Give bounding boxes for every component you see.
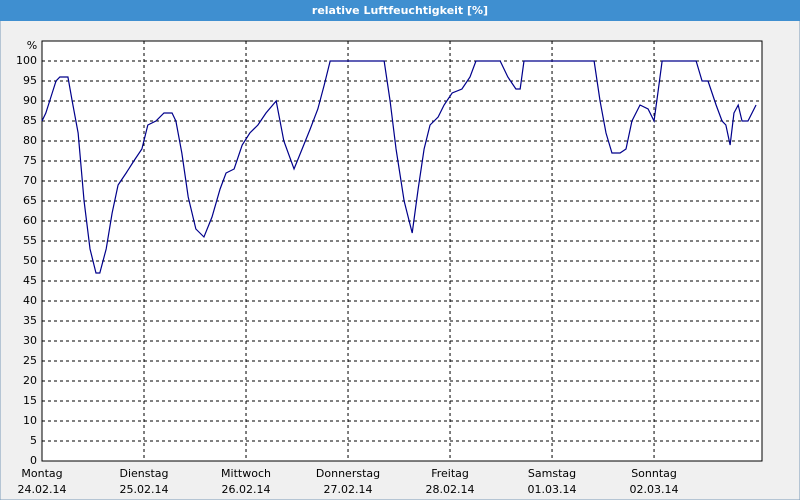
y-tick-label: 30 (23, 334, 37, 347)
x-tick-date: 01.03.14 (528, 483, 577, 496)
y-axis-label: % (27, 39, 37, 52)
x-tick-date: 27.02.14 (324, 483, 373, 496)
y-tick-label: 85 (23, 114, 37, 127)
y-tick-label: 80 (23, 134, 37, 147)
y-tick-label: 20 (23, 374, 37, 387)
x-tick-label: Samstag (528, 467, 576, 480)
y-tick-label: 40 (23, 294, 37, 307)
title-bar (0, 0, 800, 21)
data-line (41, 60, 757, 274)
x-tick-date: 02.03.14 (630, 483, 679, 496)
y-tick-label: 10 (23, 414, 37, 427)
chart-title: relative Luftfeuchtigkeit [%] (312, 4, 488, 17)
x-tick-label: Donnerstag (316, 467, 380, 480)
y-tick-label: 0 (30, 454, 37, 467)
y-tick-label: 100 (16, 54, 37, 67)
plot-area (41, 40, 763, 462)
y-tick-label: 15 (23, 394, 37, 407)
y-tick-label: 25 (23, 354, 37, 367)
y-tick-label: 35 (23, 314, 37, 327)
y-tick-label: 70 (23, 174, 37, 187)
x-tick-date: 24.02.14 (18, 483, 67, 496)
y-tick-label: 75 (23, 154, 37, 167)
y-tick-label: 95 (23, 74, 37, 87)
y-tick-label: 65 (23, 194, 37, 207)
x-tick-label: Dienstag (119, 467, 168, 480)
y-tick-label: 60 (23, 214, 37, 227)
y-tick-label: 5 (30, 434, 37, 447)
x-tick-date: 28.02.14 (426, 483, 475, 496)
x-tick-date: 26.02.14 (222, 483, 271, 496)
x-tick-label: Montag (21, 467, 62, 480)
x-tick-label: Freitag (431, 467, 469, 480)
y-tick-label: 50 (23, 254, 37, 267)
y-tick-label: 55 (23, 234, 37, 247)
x-tick-label: Sonntag (631, 467, 677, 480)
y-tick-label: 45 (23, 274, 37, 287)
x-tick-label: Mittwoch (221, 467, 271, 480)
y-tick-label: 90 (23, 94, 37, 107)
x-tick-date: 25.02.14 (120, 483, 169, 496)
